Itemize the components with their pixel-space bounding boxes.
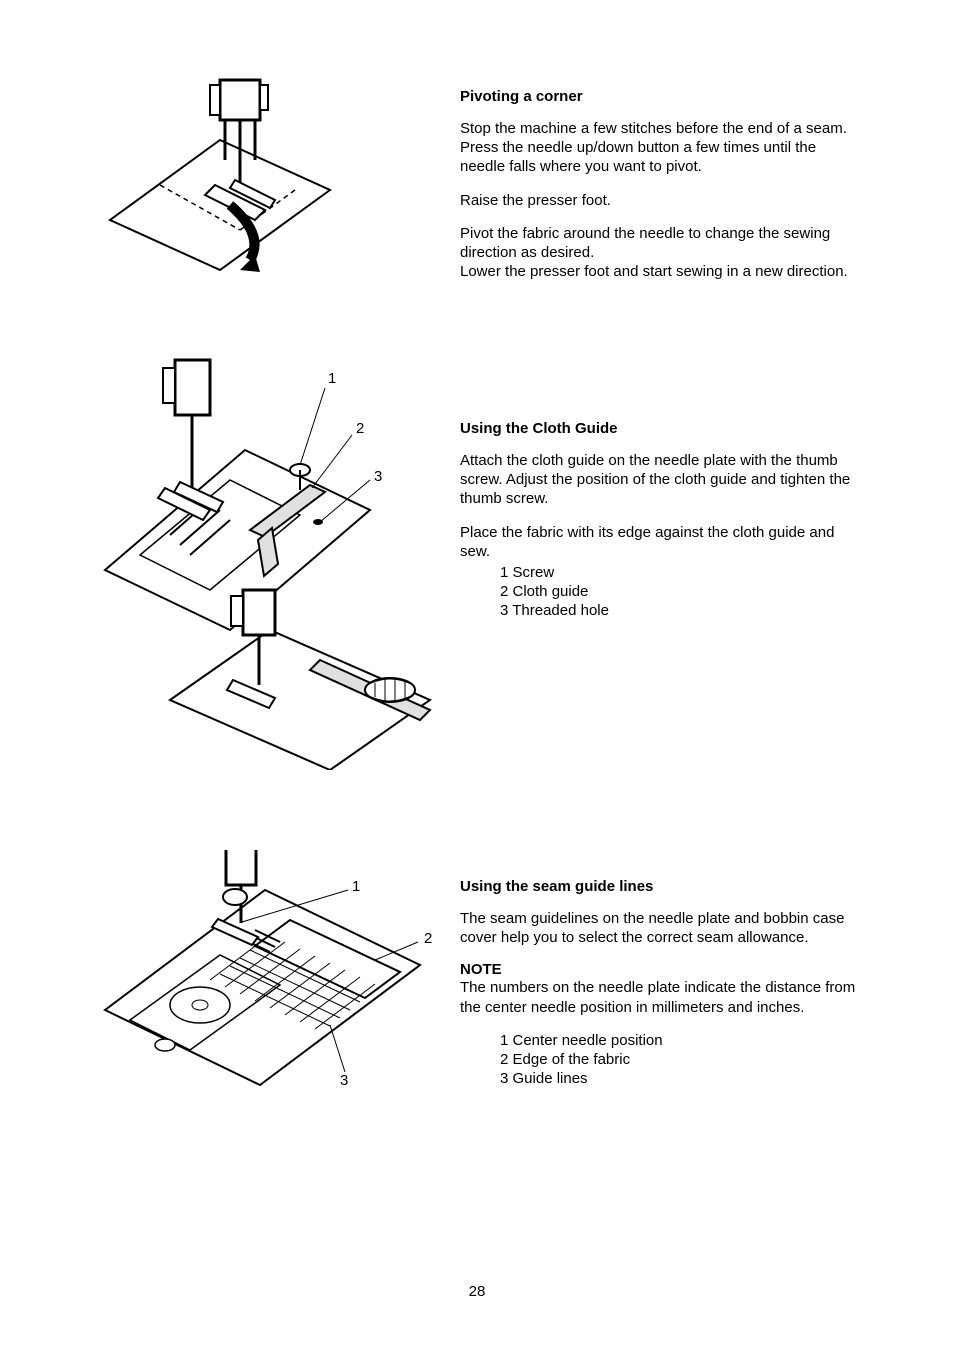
callout-2: 2: [356, 420, 364, 437]
para: Attach the cloth guide on the needle pla…: [460, 451, 860, 509]
heading-seam-guide: Using the seam guide lines: [460, 878, 860, 895]
heading-cloth-guide: Using the Cloth Guide: [460, 420, 860, 437]
para: Raise the presser foot.: [460, 191, 860, 210]
callout-3: 3: [340, 1072, 348, 1089]
callout-2: 2: [424, 930, 432, 947]
para: Pivot the fabric around the needle to ch…: [460, 224, 860, 262]
para: Place the fabric with its edge against t…: [460, 523, 860, 561]
note-label: NOTE: [460, 961, 860, 978]
figure-seam-guide: 1 2 3: [100, 850, 440, 1110]
legend-item: 3 Guide lines: [500, 1069, 860, 1088]
figure-pivoting: [100, 60, 440, 300]
para: Stop the machine a few stitches before t…: [460, 119, 860, 177]
callout-1: 1: [328, 370, 336, 387]
seam-guide-illustration: [100, 850, 440, 1110]
para: Lower the presser foot and start sewing …: [460, 262, 860, 281]
legend-item: 1 Screw: [500, 563, 860, 582]
legend-item: 3 Threaded hole: [500, 601, 860, 620]
legend-item: 2 Edge of the fabric: [500, 1050, 860, 1069]
callout-1: 1: [352, 878, 360, 895]
cloth-guide-illustration: [100, 340, 440, 770]
page-number: 28: [0, 1283, 954, 1300]
figure-cloth-guide: 1 2 3: [100, 340, 440, 770]
pivoting-illustration: [100, 60, 350, 300]
heading-pivoting: Pivoting a corner: [460, 88, 860, 105]
para: The seam guidelines on the needle plate …: [460, 909, 860, 947]
section-cloth-guide: Using the Cloth Guide Attach the cloth g…: [460, 420, 860, 621]
section-seam-guide: Using the seam guide lines The seam guid…: [460, 878, 860, 1088]
callout-3: 3: [374, 468, 382, 485]
section-pivoting: Pivoting a corner Stop the machine a few…: [460, 88, 860, 295]
legend-item: 2 Cloth guide: [500, 582, 860, 601]
note-text: The numbers on the needle plate indicate…: [460, 978, 860, 1016]
legend-item: 1 Center needle position: [500, 1031, 860, 1050]
